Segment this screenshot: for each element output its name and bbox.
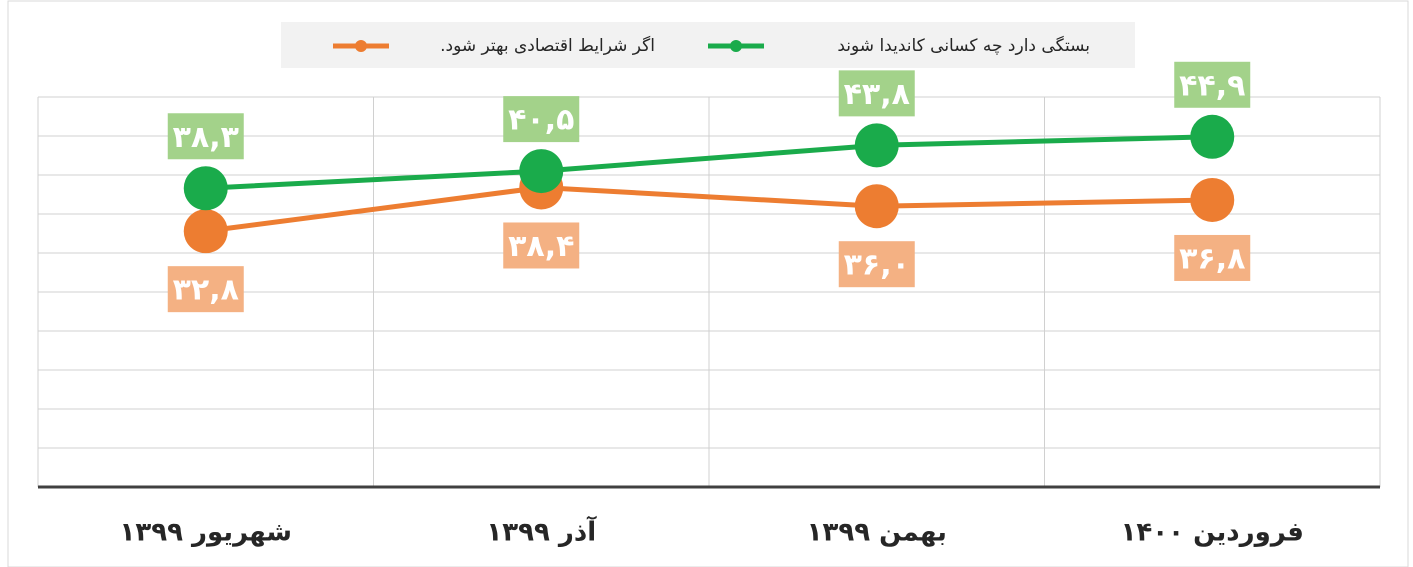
- data-label: ۳۸,۴: [508, 229, 574, 264]
- data-label: ۳۲,۸: [173, 273, 239, 308]
- point: [1190, 114, 1235, 159]
- label-box: [503, 222, 580, 269]
- x-tick-label: بهمن ۱۳۹۹: [807, 518, 947, 548]
- x-tick-label: فروردین ۱۴۰۰: [1121, 518, 1304, 548]
- label-box: [167, 113, 244, 160]
- point: [854, 123, 899, 168]
- data-label: ۴۰,۵: [508, 103, 574, 138]
- label-box: [838, 70, 915, 117]
- data-label: ۴۴,۹: [1179, 68, 1245, 103]
- legend-label: بستگی دارد چه کسانی کاندیدا شوند: [837, 35, 1090, 56]
- label-box: [1174, 234, 1251, 281]
- series-line: [205, 184, 1213, 234]
- label-box: [167, 266, 244, 313]
- series-line: [205, 134, 1213, 191]
- x-tick-label: شهریور ۱۳۹۹: [120, 518, 292, 548]
- legend-marker: [355, 40, 367, 52]
- data-label: ۴۳,۸: [844, 77, 910, 112]
- point: [183, 209, 228, 254]
- data-label: ۳۶,۰: [844, 248, 910, 283]
- point: [183, 166, 228, 211]
- point: [854, 184, 899, 229]
- data-label: ۳۶,۸: [1179, 241, 1245, 276]
- label-box: [838, 241, 915, 288]
- point: [519, 149, 564, 194]
- point: [1190, 177, 1235, 222]
- label-box: [503, 96, 580, 143]
- legend-marker: [730, 40, 742, 52]
- data-label: ۳۸,۳: [173, 120, 239, 155]
- label-box: [1174, 61, 1251, 108]
- x-tick-label: آذر ۱۳۹۹: [486, 516, 597, 548]
- legend-label: اگر شرایط اقتصادی بهتر شود.: [440, 35, 655, 56]
